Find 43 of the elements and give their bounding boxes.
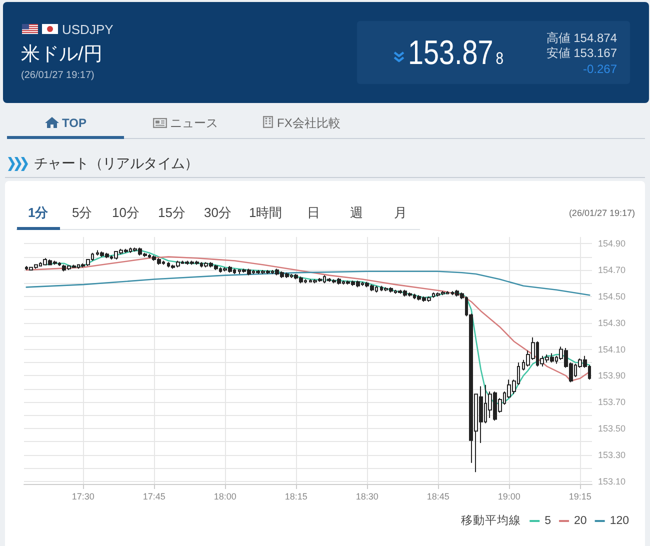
legend-title: 移動平均線 xyxy=(461,514,521,527)
text: 週 xyxy=(350,205,363,221)
text: 10分 xyxy=(112,205,140,221)
text: 月 xyxy=(394,205,407,221)
x-tick-label: 19:00 xyxy=(498,492,520,502)
text: 日 xyxy=(307,205,320,221)
x-tick-label: 17:30 xyxy=(72,492,94,502)
x-tick-label: 19:15 xyxy=(568,492,592,502)
text: 1分 xyxy=(28,205,48,221)
text: 米ドル/円 xyxy=(21,44,102,66)
text: 高値 154.874 xyxy=(546,31,617,45)
y-tick-label: 154.30 xyxy=(598,318,626,328)
text: ニュース xyxy=(170,116,218,130)
y-tick-label: 153.90 xyxy=(598,370,626,381)
legend-label: 120 xyxy=(610,515,629,527)
text: -0.267 xyxy=(582,62,617,76)
x-tick-label: 18:30 xyxy=(356,492,378,502)
y-tick-label: 153.70 xyxy=(598,397,626,408)
text: 30分 xyxy=(204,205,232,221)
legend-label: 5 xyxy=(544,515,552,527)
text: 5分 xyxy=(72,205,92,221)
text: 15分 xyxy=(158,205,186,221)
chart-title: チャート（リアルタイム） xyxy=(34,154,198,172)
chart-subtitle: (26/01/27 19:17) xyxy=(568,208,635,219)
text: 153.878 xyxy=(408,34,504,72)
x-tick-label: 18:45 xyxy=(426,492,450,502)
y-tick-label: 154.10 xyxy=(598,344,626,354)
x-tick-label: 17:45 xyxy=(142,492,166,502)
y-tick-label: 154.70 xyxy=(598,265,626,276)
text: TOP xyxy=(62,116,86,130)
text: FX会社比較 xyxy=(277,116,340,130)
y-tick-label: 153.50 xyxy=(598,424,626,434)
legend-label: 20 xyxy=(574,515,587,527)
y-tick-label: 154.50 xyxy=(598,291,626,302)
text: (26/01/27 19:17) xyxy=(21,70,94,82)
x-tick-label: 18:15 xyxy=(284,492,308,502)
y-tick-label: 153.10 xyxy=(598,476,626,486)
text: USDJPY xyxy=(62,22,114,37)
text: 1時間 xyxy=(249,205,282,221)
text: 安値 153.167 xyxy=(546,46,617,60)
x-tick-label: 18:00 xyxy=(214,492,236,502)
y-tick-label: 154.90 xyxy=(598,238,626,249)
y-tick-label: 153.30 xyxy=(598,450,626,460)
